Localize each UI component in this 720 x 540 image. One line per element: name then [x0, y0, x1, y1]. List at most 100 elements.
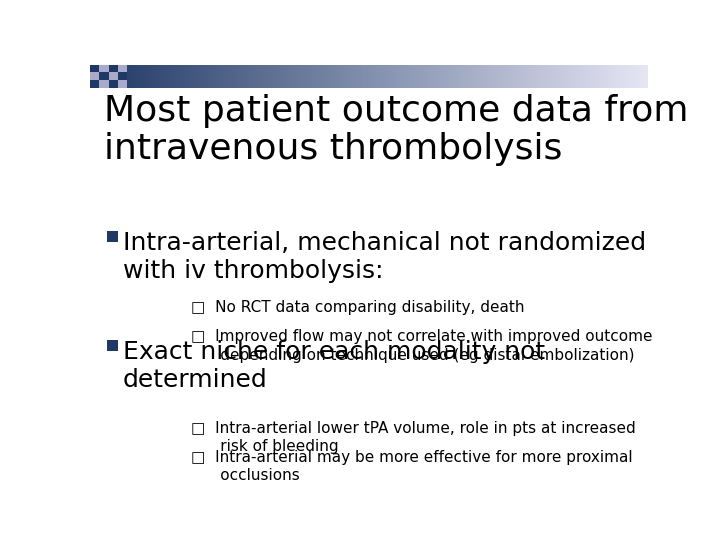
Bar: [405, 65, 407, 87]
Bar: [343, 65, 344, 87]
Bar: [364, 65, 365, 87]
Bar: [99, 65, 109, 72]
Bar: [287, 65, 288, 87]
Bar: [636, 65, 637, 87]
Bar: [327, 65, 328, 87]
Bar: [156, 65, 157, 87]
Bar: [323, 65, 324, 87]
Bar: [539, 65, 541, 87]
Bar: [288, 65, 289, 87]
Bar: [199, 65, 200, 87]
Bar: [471, 65, 472, 87]
Bar: [428, 65, 429, 87]
Bar: [197, 65, 199, 87]
Bar: [487, 65, 489, 87]
Bar: [150, 65, 151, 87]
Bar: [590, 65, 591, 87]
Bar: [608, 65, 609, 87]
Bar: [400, 65, 401, 87]
Bar: [330, 65, 331, 87]
Bar: [425, 65, 426, 87]
Bar: [401, 65, 402, 87]
Bar: [365, 65, 366, 87]
Bar: [423, 65, 425, 87]
Bar: [166, 65, 167, 87]
Bar: [120, 65, 121, 87]
Bar: [112, 65, 114, 87]
Bar: [202, 65, 203, 87]
Bar: [143, 65, 145, 87]
Bar: [337, 65, 338, 87]
Bar: [111, 65, 112, 87]
Bar: [478, 65, 480, 87]
Bar: [634, 65, 636, 87]
Bar: [212, 65, 213, 87]
Bar: [209, 65, 210, 87]
Bar: [270, 65, 271, 87]
Bar: [379, 65, 380, 87]
Bar: [167, 65, 168, 87]
Bar: [504, 65, 505, 87]
Bar: [431, 65, 432, 87]
Bar: [550, 65, 552, 87]
Bar: [292, 65, 294, 87]
Bar: [419, 65, 420, 87]
Bar: [598, 65, 599, 87]
Bar: [181, 65, 182, 87]
Bar: [105, 65, 107, 87]
Bar: [426, 65, 428, 87]
Bar: [606, 65, 608, 87]
Bar: [175, 65, 176, 87]
Bar: [618, 65, 620, 87]
Bar: [587, 65, 588, 87]
Bar: [133, 65, 135, 87]
Bar: [456, 65, 457, 87]
Bar: [562, 65, 563, 87]
Bar: [544, 65, 545, 87]
Bar: [549, 65, 550, 87]
Bar: [461, 65, 462, 87]
Bar: [536, 65, 538, 87]
Bar: [349, 65, 351, 87]
Bar: [251, 65, 252, 87]
Bar: [200, 65, 202, 87]
Bar: [108, 65, 109, 87]
Bar: [468, 65, 469, 87]
Bar: [322, 65, 323, 87]
Bar: [115, 65, 117, 87]
Bar: [408, 65, 410, 87]
Bar: [609, 65, 611, 87]
Bar: [645, 65, 647, 87]
Bar: [584, 65, 585, 87]
Bar: [410, 65, 411, 87]
Bar: [255, 65, 256, 87]
Bar: [465, 65, 467, 87]
Bar: [319, 65, 320, 87]
Bar: [96, 65, 97, 87]
Text: □  No RCT data comparing disability, death: □ No RCT data comparing disability, deat…: [191, 300, 524, 315]
Bar: [552, 65, 553, 87]
Bar: [366, 65, 368, 87]
Bar: [581, 65, 582, 87]
Text: Intra-arterial, mechanical not randomized
with iv thrombolysis:: Intra-arterial, mechanical not randomize…: [122, 231, 646, 283]
Bar: [500, 65, 502, 87]
Bar: [267, 65, 269, 87]
Bar: [315, 65, 316, 87]
Bar: [233, 65, 234, 87]
Bar: [294, 65, 295, 87]
Bar: [164, 65, 166, 87]
Bar: [125, 65, 126, 87]
Bar: [557, 65, 559, 87]
Bar: [132, 65, 133, 87]
Bar: [90, 80, 99, 88]
Bar: [328, 65, 330, 87]
Bar: [616, 65, 617, 87]
Bar: [546, 65, 547, 87]
Bar: [510, 65, 511, 87]
Bar: [541, 65, 542, 87]
Bar: [336, 65, 337, 87]
Bar: [482, 65, 483, 87]
Bar: [435, 65, 436, 87]
Bar: [341, 65, 343, 87]
Bar: [109, 80, 118, 88]
